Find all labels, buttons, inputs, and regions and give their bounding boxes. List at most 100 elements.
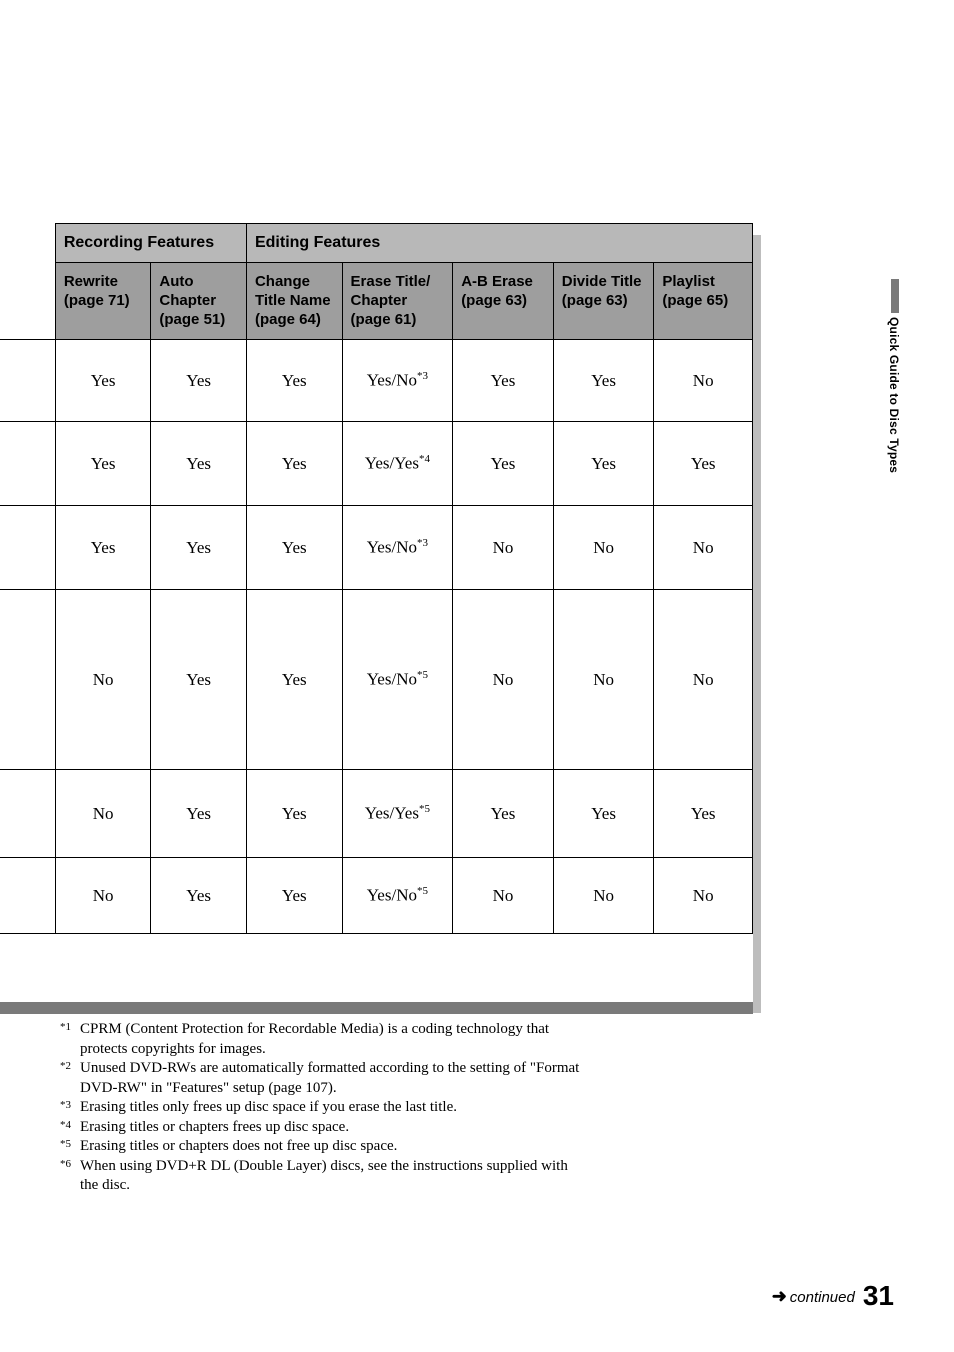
cell-footnote-ref: *4 xyxy=(419,453,430,465)
table-cell: Yes xyxy=(553,770,654,858)
feature-table: Recording Features Editing Features Rewr… xyxy=(0,223,753,934)
table-bottom-accent xyxy=(0,1002,753,1014)
table-cell: Yes xyxy=(55,340,151,422)
table-cell: Yes/Yes*4 xyxy=(342,422,453,506)
table-cell: Yes xyxy=(151,770,247,858)
page-footer: ➜continued 31 xyxy=(772,1280,894,1312)
table-cell: Yes/No*3 xyxy=(342,506,453,590)
footnote-text: CPRM (Content Protection for Recordable … xyxy=(80,1021,549,1057)
table-cell: Yes xyxy=(453,340,554,422)
table-cell: Yes xyxy=(151,340,247,422)
cell-value: Yes/Yes xyxy=(365,454,419,473)
cell-footnote-ref: *5 xyxy=(417,669,428,681)
table-cell: No xyxy=(55,590,151,770)
cell-value: Yes/Yes xyxy=(365,804,419,823)
footnote-text: Unused DVD-RWs are automatically formatt… xyxy=(80,1060,579,1096)
footnote: *3Erasing titles only frees up disc spac… xyxy=(60,1098,580,1118)
table-cell: Yes/No*5 xyxy=(342,590,453,770)
row-stub xyxy=(0,506,55,590)
table-cell: Yes xyxy=(151,422,247,506)
footnotes: *1 CPRM (Content Protection for Recordabl… xyxy=(60,1020,580,1196)
footnote-text: Erasing titles or chapters frees up disc… xyxy=(80,1119,349,1135)
table-cell: Yes xyxy=(55,422,151,506)
table-row: YesYesYesYes/No*3NoNoNo xyxy=(0,506,753,590)
footnote-mark: *6 xyxy=(60,1157,71,1171)
footnote: *5 Erasing titles or chapters does not fr… xyxy=(60,1137,580,1157)
cell-value: Yes/No xyxy=(367,538,417,557)
table-cell: Yes xyxy=(151,506,247,590)
table-cell: No xyxy=(553,858,654,934)
group-header-recording: Recording Features xyxy=(55,224,246,263)
table-row: YesYesYesYes/Yes*4YesYesYes xyxy=(0,422,753,506)
table-cell: Yes xyxy=(553,422,654,506)
row-stub xyxy=(0,858,55,934)
footnote-mark: *3 xyxy=(60,1098,71,1112)
row-stub xyxy=(0,770,55,858)
cell-value: Yes/No xyxy=(367,371,417,390)
table-row: NoYesYesYes/Yes*5YesYesYes xyxy=(0,770,753,858)
col-playlist: Playlist (page 65) xyxy=(654,263,753,340)
section-tab: Quick Guide to Disc Types xyxy=(887,279,907,479)
footnote-text: Erasing titles or chapters does not free… xyxy=(80,1138,397,1154)
table-cell: No xyxy=(553,506,654,590)
table-row: YesYesYesYes/No*3YesYesNo xyxy=(0,340,753,422)
cell-footnote-ref: *5 xyxy=(417,885,428,897)
table-cell: No xyxy=(453,506,554,590)
section-tab-bar xyxy=(891,279,899,313)
cell-footnote-ref: *5 xyxy=(419,803,430,815)
continued-label: continued xyxy=(790,1289,855,1306)
table-cell: Yes xyxy=(553,340,654,422)
table-shadow xyxy=(753,235,761,1013)
table-cell: No xyxy=(453,590,554,770)
table-cell: Yes xyxy=(246,770,342,858)
table-cell: Yes xyxy=(246,422,342,506)
table-cell: No xyxy=(654,858,753,934)
cell-value: Yes/No xyxy=(367,886,417,905)
table-row: NoYesYesYes/No*5NoNoNo xyxy=(0,590,753,770)
page-number: 31 xyxy=(863,1280,894,1311)
cell-footnote-ref: *3 xyxy=(417,370,428,382)
table-cell: No xyxy=(453,858,554,934)
table-cell: Yes xyxy=(55,506,151,590)
table-cell: No xyxy=(55,770,151,858)
col-erase-title-chapter: Erase Title/ Chapter (page 61) xyxy=(342,263,453,340)
cell-footnote-ref: *3 xyxy=(417,537,428,549)
table-cell: Yes xyxy=(654,422,753,506)
col-auto-chapter: Auto Chapter (page 51) xyxy=(151,263,247,340)
row-stub xyxy=(0,340,55,422)
table-cell: Yes/Yes*5 xyxy=(342,770,453,858)
table-cell: Yes/No*5 xyxy=(342,858,453,934)
col-divide-title: Divide Title (page 63) xyxy=(553,263,654,340)
footnote: *6 When using DVD+R DL (Double Layer) dis… xyxy=(60,1157,580,1196)
footnote: *2 Unused DVD-RWs are automatically forma… xyxy=(60,1059,580,1098)
footnote-mark: *1 xyxy=(60,1020,71,1034)
footnote: *1 CPRM (Content Protection for Recordabl… xyxy=(60,1020,580,1059)
col-ab-erase: A-B Erase (page 63) xyxy=(453,263,554,340)
table-cell: No xyxy=(654,590,753,770)
footnote-mark: *4 xyxy=(60,1118,71,1132)
table-row: NoYesYesYes/No*5NoNoNo xyxy=(0,858,753,934)
footnote: *4 Erasing titles or chapters frees up di… xyxy=(60,1118,580,1138)
table-cell: No xyxy=(654,506,753,590)
section-tab-label: Quick Guide to Disc Types xyxy=(887,317,901,473)
footnote-text: When using DVD+R DL (Double Layer) discs… xyxy=(80,1158,568,1194)
table-cell: Yes xyxy=(151,858,247,934)
table-cell: Yes xyxy=(453,770,554,858)
table-cell: Yes xyxy=(453,422,554,506)
footnote-mark: *5 xyxy=(60,1137,71,1151)
table-cell: Yes xyxy=(151,590,247,770)
table-cell: Yes/No*3 xyxy=(342,340,453,422)
row-stub xyxy=(0,422,55,506)
col-rewrite: Rewrite (page 71) xyxy=(55,263,151,340)
footnote-mark: *2 xyxy=(60,1059,71,1073)
table-cell: No xyxy=(55,858,151,934)
table-cell: Yes xyxy=(246,506,342,590)
cell-value: Yes/No xyxy=(367,670,417,689)
table-cell: No xyxy=(553,590,654,770)
group-header-editing: Editing Features xyxy=(246,224,752,263)
col-change-title-name: Change Title Name (page 64) xyxy=(246,263,342,340)
table-cell: Yes xyxy=(246,590,342,770)
table-cell: Yes xyxy=(246,340,342,422)
continued-arrow-icon: ➜ xyxy=(772,1286,787,1306)
row-stub xyxy=(0,590,55,770)
